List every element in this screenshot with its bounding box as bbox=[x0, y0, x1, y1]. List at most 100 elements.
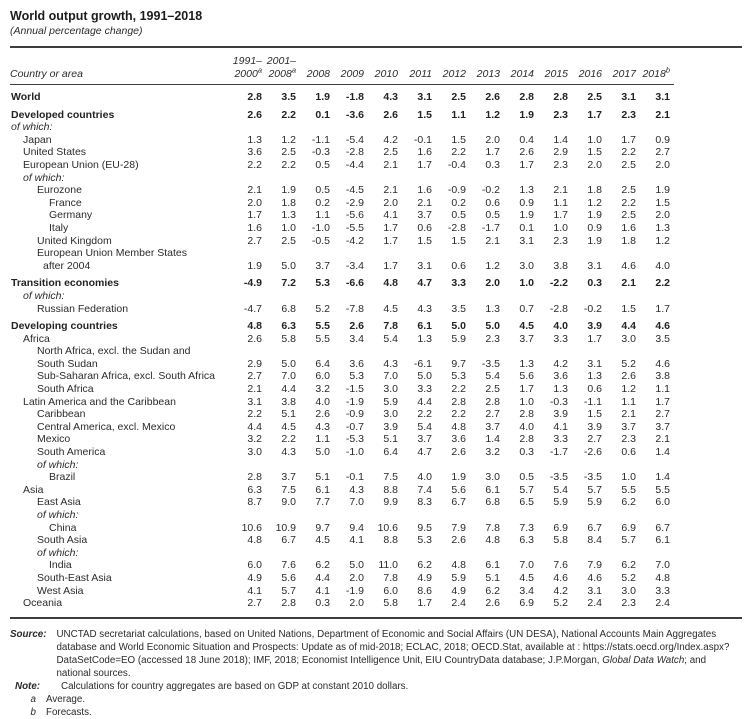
cell: 6.1 bbox=[485, 559, 500, 572]
cell: 6.5 bbox=[519, 496, 534, 509]
cell: 3.8 bbox=[553, 259, 568, 272]
cell: 6.3 bbox=[281, 320, 296, 333]
cell: 4.1 bbox=[383, 209, 398, 222]
cell: 2.0 bbox=[655, 158, 670, 171]
cell: 3.1 bbox=[655, 91, 670, 103]
year-column-header: 2012 bbox=[436, 48, 470, 85]
cell bbox=[368, 547, 402, 560]
cell: -6.1 bbox=[413, 357, 432, 370]
cell: 2.1 bbox=[621, 277, 636, 290]
cell: 1.1 bbox=[451, 108, 466, 121]
cell: 1.3 bbox=[281, 209, 296, 222]
cell: 1.9 bbox=[281, 184, 296, 197]
cell bbox=[334, 509, 368, 522]
cell: -4.5 bbox=[345, 184, 364, 197]
cell: 2.6 bbox=[247, 108, 262, 121]
cell: 4.8 bbox=[247, 534, 262, 547]
cell: 4.5 bbox=[383, 302, 398, 315]
footnote-b: b Forecasts. bbox=[10, 706, 742, 719]
cell: 3.3 bbox=[451, 277, 466, 290]
cell: -4.7 bbox=[243, 302, 262, 315]
cell bbox=[266, 459, 300, 472]
cell: 2.0 bbox=[349, 597, 364, 610]
cell: 5.6 bbox=[451, 483, 466, 496]
cell: 3.7 bbox=[315, 259, 330, 272]
cell: 4.9 bbox=[417, 571, 432, 584]
cell: 4.2 bbox=[553, 584, 568, 597]
cell: 2.1 bbox=[383, 184, 398, 197]
cell: 1.9 bbox=[655, 184, 670, 197]
cell: -0.3 bbox=[311, 146, 330, 159]
cell: 11.0 bbox=[378, 559, 398, 572]
cell bbox=[436, 172, 470, 185]
cell: 6.7 bbox=[587, 521, 602, 534]
cell: 1.7 bbox=[247, 209, 262, 222]
table-row: United Kingdom 2.7 2.5 -0.5 -4.2 1.7 1.5 1.5 2.1… bbox=[10, 235, 742, 248]
cell: 1.7 bbox=[383, 221, 398, 234]
row-label: East Asia bbox=[37, 496, 81, 509]
cell: 5.0 bbox=[451, 320, 466, 333]
cell: 1.3 bbox=[417, 332, 432, 345]
cell: 4.3 bbox=[315, 420, 330, 433]
cell bbox=[436, 290, 470, 303]
cell: 3.2 bbox=[315, 383, 330, 396]
cell bbox=[538, 459, 572, 472]
cell: -1.0 bbox=[311, 221, 330, 234]
cell bbox=[538, 121, 572, 134]
cell: 1.4 bbox=[553, 133, 568, 146]
row-spacer bbox=[674, 471, 742, 484]
cell: 4.3 bbox=[383, 357, 398, 370]
cell: 2.7 bbox=[247, 370, 262, 383]
cell: 8.3 bbox=[417, 496, 432, 509]
row-label: China bbox=[49, 521, 77, 534]
cell: 1.5 bbox=[587, 408, 602, 421]
cell bbox=[232, 121, 266, 134]
cell: -0.3 bbox=[549, 395, 568, 408]
row-label: Central America, excl. Mexico bbox=[37, 420, 176, 433]
cell: 2.1 bbox=[655, 433, 670, 446]
cell: 7.8 bbox=[383, 571, 398, 584]
cell bbox=[266, 547, 300, 560]
cell: 3.2 bbox=[247, 433, 262, 446]
cell: -2.8 bbox=[345, 146, 364, 159]
cell: 1.4 bbox=[655, 446, 670, 459]
cell: 2.5 bbox=[281, 146, 296, 159]
cell: 5.0 bbox=[485, 320, 500, 333]
cell: 2.5 bbox=[621, 184, 636, 197]
cell bbox=[300, 121, 334, 134]
row-label: South America bbox=[37, 446, 106, 459]
row-spacer bbox=[674, 222, 742, 235]
row-label: Sub-Saharan Africa, excl. South Africa bbox=[37, 370, 216, 383]
row-spacer bbox=[674, 134, 742, 147]
row-spacer bbox=[674, 235, 742, 248]
cell: 5.3 bbox=[349, 370, 364, 383]
cell: 2.1 bbox=[485, 234, 500, 247]
cell: 5.6 bbox=[519, 370, 534, 383]
cell: 0.5 bbox=[485, 209, 500, 222]
row-spacer bbox=[674, 597, 742, 617]
table-row: of which: bbox=[10, 547, 742, 560]
row-label: Developed countries bbox=[11, 108, 115, 121]
cell: 5.4 bbox=[417, 420, 432, 433]
cell: 3.7 bbox=[417, 209, 432, 222]
table-body: World 2.8 3.5 1.9 -1.8 4.3 3.1 2.5 2.6 2.8 2.8 2.5 3… bbox=[10, 85, 742, 617]
cell: -2.2 bbox=[549, 277, 568, 290]
cell: -0.9 bbox=[345, 408, 364, 421]
cell: 2.7 bbox=[485, 408, 500, 421]
cell: 5.1 bbox=[315, 471, 330, 484]
cell: 4.8 bbox=[451, 559, 466, 572]
cell: 6.0 bbox=[247, 559, 262, 572]
cell: -3.6 bbox=[345, 108, 364, 121]
cell: 1.0 bbox=[553, 221, 568, 234]
cell: 2.0 bbox=[349, 571, 364, 584]
cell: 3.6 bbox=[349, 357, 364, 370]
cell: 7.0 bbox=[383, 370, 398, 383]
cell: 4.0 bbox=[655, 259, 670, 272]
cell: 1.9 bbox=[451, 471, 466, 484]
cell: 2.6 bbox=[621, 370, 636, 383]
cell: 6.1 bbox=[417, 320, 432, 333]
cell: 4.4 bbox=[621, 320, 636, 333]
cell: 6.8 bbox=[281, 302, 296, 315]
row-label: West Asia bbox=[37, 584, 84, 597]
cell: 1.6 bbox=[417, 146, 432, 159]
